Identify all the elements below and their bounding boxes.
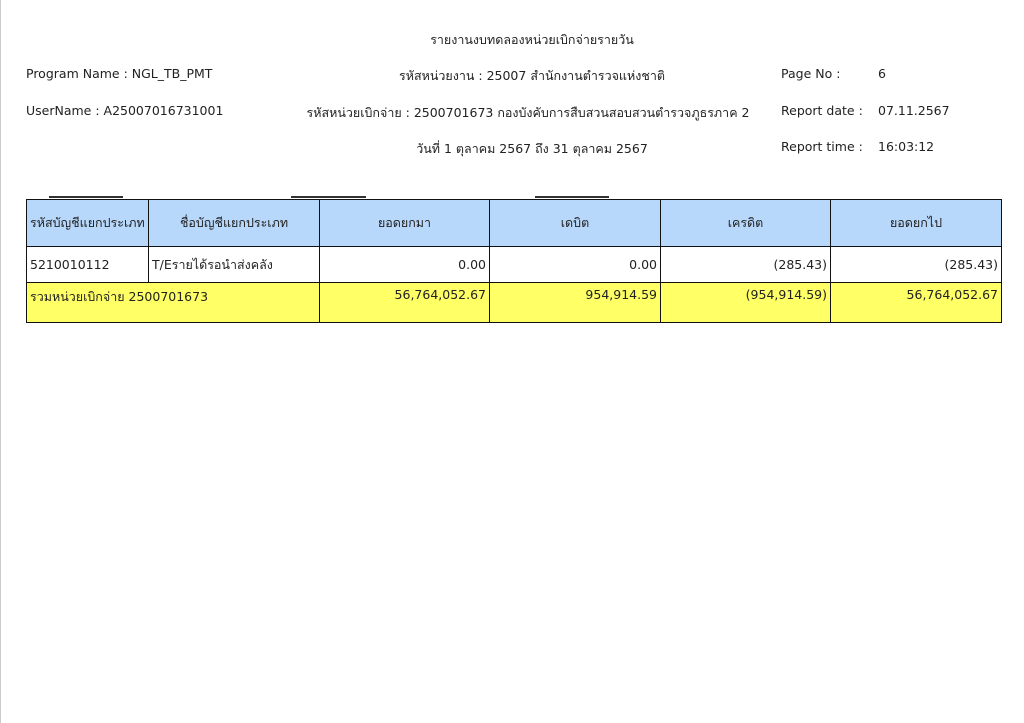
debit: 0.00 — [489, 246, 661, 283]
header-carried-forward: ยอดยกไป — [830, 199, 1002, 247]
page-no-label: Page No : — [781, 66, 841, 81]
disbursing-unit: รหัสหน่วยเบิกจ่าย : 2500701673 กองบังคับ… — [306, 105, 750, 120]
total-carried-forward: 56,764,052.67 — [830, 282, 1002, 323]
agency: รหัสหน่วยงาน : 25007 สำนักงานตำรวจแห่งชา… — [399, 68, 665, 83]
report-date: 07.11.2567 — [878, 103, 950, 118]
header-debit: เดบิต — [489, 199, 661, 247]
account-name: T/Eรายได้รอนำส่งคลัง — [148, 246, 320, 283]
table-row: 5210010112 T/Eรายได้รอนำส่งคลัง 0.00 0.0… — [26, 246, 1002, 283]
date-range: วันที่ 1 ตุลาคม 2567 ถึง 31 ตุลาคม 2567 — [416, 141, 648, 156]
trial-balance-table: รหัสบัญชีแยกประเภท ชื่อบัญชีแยกประเภท ยอ… — [26, 199, 1002, 323]
credit: (285.43) — [660, 246, 831, 283]
header-brought-forward: ยอดยกมา — [319, 199, 490, 247]
header-credit: เครดิต — [660, 199, 831, 247]
total-row: รวมหน่วยเบิกจ่าย 2500701673 56,764,052.6… — [26, 282, 1002, 323]
report-time-label: Report time : — [781, 139, 863, 154]
page-no: 6 — [878, 66, 886, 81]
user-name: UserName : A25007016731001 — [26, 103, 224, 118]
report-title: รายงานงบทดลองหน่วยเบิกจ่ายรายวัน — [430, 32, 634, 47]
account-code: 5210010112 — [26, 246, 149, 283]
divider — [49, 196, 123, 198]
total-label: รวมหน่วยเบิกจ่าย 2500701673 — [26, 282, 320, 323]
divider — [291, 196, 366, 198]
program-name: Program Name : NGL_TB_PMT — [26, 66, 213, 81]
report-time: 16:03:12 — [878, 139, 935, 154]
brought-forward: 0.00 — [319, 246, 490, 283]
report-date-label: Report date : — [781, 103, 863, 118]
total-brought-forward: 56,764,052.67 — [319, 282, 490, 323]
header-row: รหัสบัญชีแยกประเภท ชื่อบัญชีแยกประเภท ยอ… — [26, 199, 1002, 247]
carried-forward: (285.43) — [830, 246, 1002, 283]
total-credit: (954,914.59) — [660, 282, 831, 323]
total-debit: 954,914.59 — [489, 282, 661, 323]
header-account-code: รหัสบัญชีแยกประเภท — [26, 199, 149, 247]
divider — [535, 196, 609, 198]
header-account-name: ชื่อบัญชีแยกประเภท — [148, 199, 320, 247]
